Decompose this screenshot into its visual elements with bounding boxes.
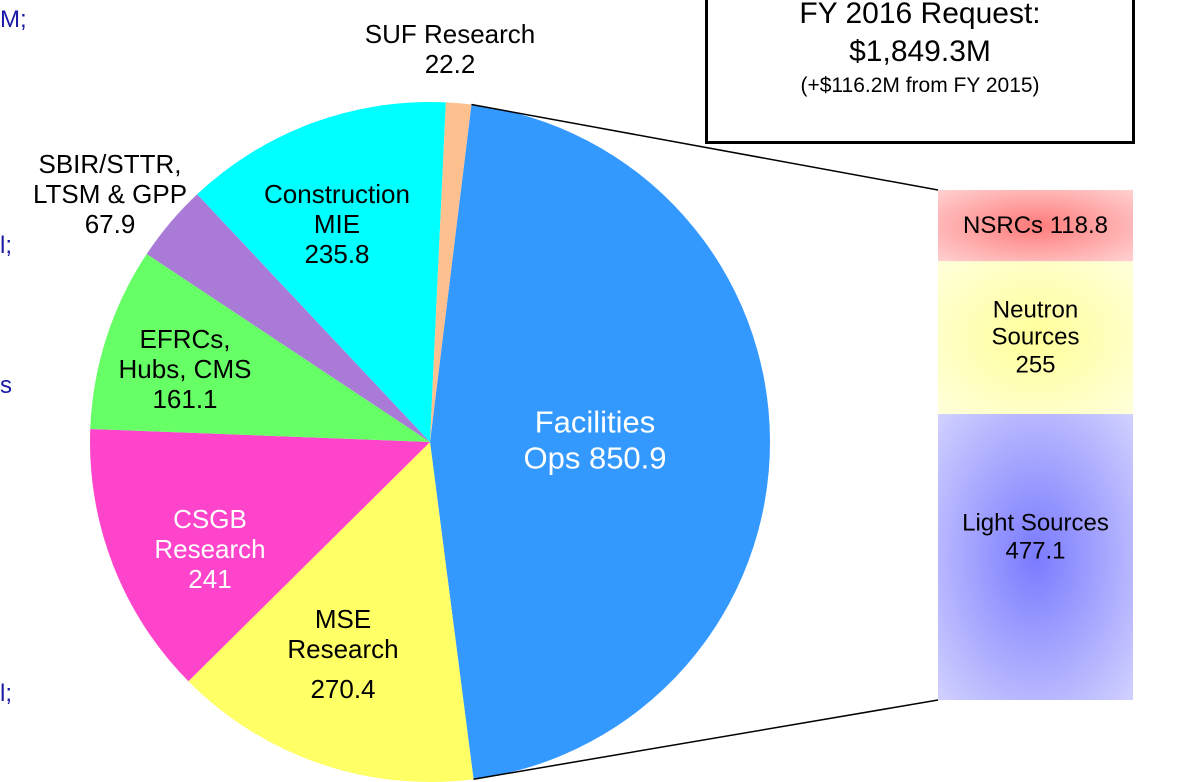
- slice-label: EFRCs, Hubs, CMS 161.1: [115, 324, 255, 415]
- pie-slice: [430, 102, 472, 442]
- label-value: 477.1: [1005, 537, 1066, 565]
- label-name: Neutron Sources: [991, 296, 1080, 351]
- label-value: 161.1: [152, 383, 218, 414]
- label-name: Construction MIE: [264, 179, 410, 240]
- pie-slice: [89, 428, 430, 682]
- pie-slice: [197, 102, 446, 442]
- slice-label: CSGB Research 241: [140, 504, 280, 595]
- label-name: Facilities Ops: [523, 404, 656, 475]
- slice-label: MSE Research 270.4: [273, 604, 413, 705]
- pie-slice: [430, 104, 771, 780]
- pie-slice: [188, 442, 474, 782]
- label-value: 235.8: [304, 238, 370, 269]
- slice-label: Facilities Ops 850.9: [505, 404, 685, 475]
- breakdown-bar: [938, 190, 1133, 262]
- label-name: EFRCs, Hubs, CMS: [118, 324, 252, 385]
- fragment: l;: [0, 680, 12, 707]
- label-name: CSGB Research: [154, 504, 266, 565]
- label-value: 241: [188, 563, 232, 594]
- annotation: $1,849.3M: [849, 35, 991, 68]
- annotation: (+$116.2M from FY 2015): [800, 74, 1040, 97]
- label-name: Light Sources: [962, 509, 1109, 537]
- connector: [471, 103, 939, 191]
- connector: [473, 699, 939, 780]
- slice-label: SUF Research 22.2: [320, 19, 580, 80]
- label-name: SUF Research: [364, 19, 536, 50]
- fragment: M;: [0, 6, 27, 33]
- breakdown-bar: [938, 261, 1133, 415]
- slice-label: Neutron Sources 255: [961, 296, 1111, 379]
- label-value: 270.4: [310, 673, 376, 704]
- label-value: 67.9: [84, 208, 136, 239]
- slice-label: Construction MIE 235.8: [262, 179, 412, 270]
- label-value: 255: [1015, 351, 1056, 379]
- pie-slice: [146, 194, 431, 442]
- total-box: FY 2016 Request: $1,849.3M (+$116.2M fro…: [705, 0, 1135, 144]
- fragment: l;: [0, 232, 12, 259]
- slice-label: Light Sources 477.1: [961, 509, 1111, 564]
- slice-label: SBIR/STTR, LTSM & GPP 67.9: [25, 149, 195, 240]
- label-name: NSRCs: [963, 211, 1044, 239]
- pie-slice: [90, 254, 431, 442]
- fragment: s: [0, 372, 12, 399]
- label-name: MSE Research: [287, 604, 399, 665]
- annotation: FY 2016 Request:: [799, 0, 1041, 30]
- label-name: SBIR/STTR, LTSM & GPP: [32, 149, 188, 210]
- breakdown-bar: [938, 414, 1133, 700]
- label-value: 118.8: [1049, 211, 1108, 239]
- slice-label: NSRCs 118.8: [941, 212, 1131, 240]
- label-value: 850.9: [588, 440, 667, 475]
- label-value: 22.2: [424, 49, 476, 79]
